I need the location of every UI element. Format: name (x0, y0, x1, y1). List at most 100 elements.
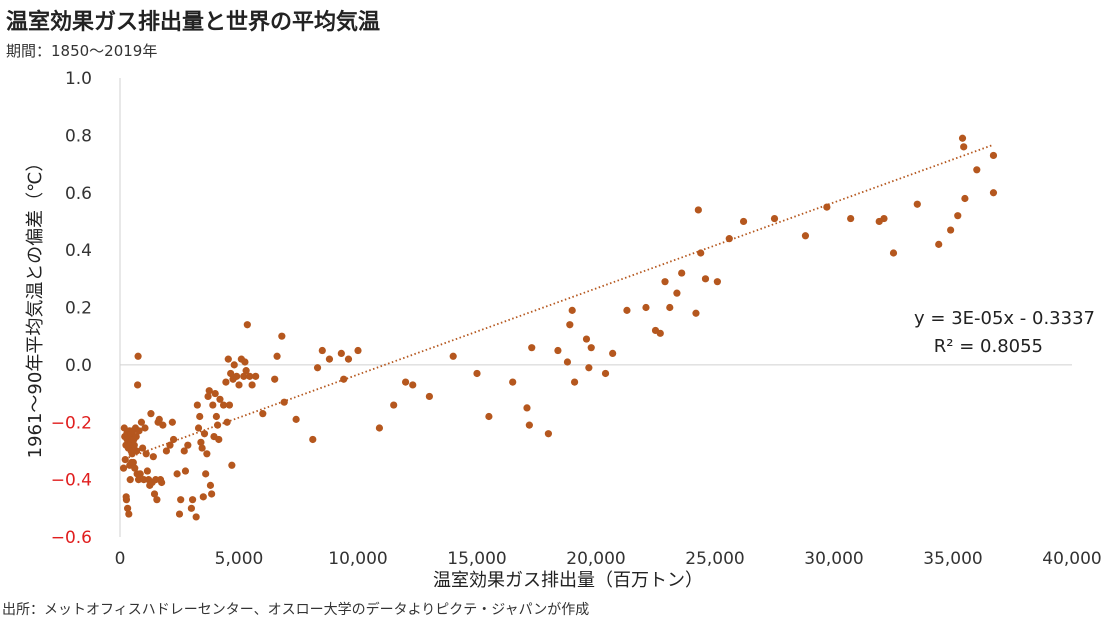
data-point (212, 412, 220, 421)
data-point (947, 226, 955, 234)
data-point (136, 470, 144, 478)
data-point (960, 143, 968, 151)
data-point (273, 352, 281, 360)
data-point (150, 490, 159, 498)
data-point (585, 364, 593, 372)
data-point (656, 329, 664, 337)
data-point (193, 401, 201, 409)
y-tick-label: 1.0 (65, 69, 92, 89)
data-point (958, 134, 967, 142)
data-point (935, 240, 943, 248)
data-point (587, 344, 595, 352)
data-point (169, 435, 178, 444)
data-point (242, 367, 250, 375)
data-point (847, 214, 855, 223)
data-point (259, 410, 267, 418)
x-tick-label: 30,000 (804, 549, 863, 569)
data-point (666, 303, 674, 312)
data-point (563, 358, 572, 366)
y-tick-label: 0.8 (65, 126, 92, 146)
data-point (133, 447, 141, 455)
data-point (131, 464, 139, 472)
data-point (208, 490, 216, 498)
data-point (216, 395, 224, 403)
data-point (570, 378, 579, 386)
data-point (124, 504, 132, 512)
x-tick-label: 0 (115, 549, 126, 569)
data-point (523, 404, 531, 412)
data-point (473, 369, 481, 378)
source-note: 出所：メットオフィスハドレーセンター、オスロー大学のデータよりピクテ・ジャパンが… (2, 602, 590, 618)
data-point (134, 381, 142, 389)
data-point (673, 289, 681, 297)
data-point (248, 381, 256, 389)
data-point (168, 418, 176, 426)
y-tick-label: 0.0 (65, 356, 92, 376)
y-tick-label: −0.2 (51, 413, 92, 433)
data-point (623, 306, 631, 314)
data-point (425, 392, 433, 401)
data-point (175, 510, 184, 518)
data-point (205, 387, 213, 395)
data-point (137, 418, 146, 426)
data-point (525, 421, 533, 429)
data-point (692, 309, 700, 317)
data-point (337, 349, 345, 357)
data-point (402, 378, 410, 386)
x-tick-label: 25,000 (685, 549, 744, 569)
x-tick-label: 40,000 (1042, 549, 1101, 569)
data-point (449, 352, 457, 360)
data-point (135, 427, 143, 435)
data-point (198, 444, 206, 452)
chart-title: 温室効果ガス排出量と世界の平均気温 (6, 10, 381, 35)
data-point (139, 444, 147, 452)
data-point (318, 346, 326, 355)
data-point (390, 401, 398, 409)
data-point (989, 189, 998, 197)
data-point (228, 461, 236, 469)
data-point (240, 372, 248, 380)
x-tick-label: 20,000 (566, 549, 625, 569)
data-point (566, 321, 574, 329)
x-tick-label: 35,000 (923, 549, 982, 569)
data-point (199, 493, 207, 501)
data-point (601, 369, 610, 378)
data-point (219, 401, 228, 409)
y-tick-label: 0.4 (65, 241, 92, 261)
data-point (143, 467, 151, 475)
data-point (147, 410, 155, 418)
data-point (509, 378, 517, 386)
data-point (119, 464, 128, 472)
data-point (177, 496, 185, 504)
y-axis-title: 1961〜90年平均気温との偏差（℃） (25, 154, 46, 459)
data-point (313, 364, 322, 372)
data-point (913, 200, 921, 208)
data-point (204, 392, 212, 401)
data-point (197, 438, 205, 446)
data-point (211, 389, 219, 398)
data-point (194, 424, 203, 432)
data-point (188, 496, 197, 504)
data-point (246, 372, 254, 380)
data-point (181, 467, 190, 475)
data-point (141, 424, 149, 432)
y-tick-label: 0.2 (65, 299, 92, 319)
data-points (119, 134, 998, 521)
data-point (125, 510, 133, 518)
chart-subtitle: 期間：1850〜2019年 (6, 42, 158, 60)
data-point (134, 352, 142, 360)
data-point (200, 430, 209, 438)
data-point (202, 470, 210, 478)
data-point (661, 278, 669, 286)
data-point (694, 206, 702, 214)
data-point (129, 458, 137, 467)
data-point (309, 435, 317, 444)
data-point (292, 415, 300, 423)
x-tick-label: 15,000 (447, 549, 506, 569)
data-point (173, 470, 181, 478)
data-point (801, 232, 810, 240)
data-point (528, 344, 536, 352)
data-point (485, 412, 493, 421)
data-point (354, 346, 362, 355)
